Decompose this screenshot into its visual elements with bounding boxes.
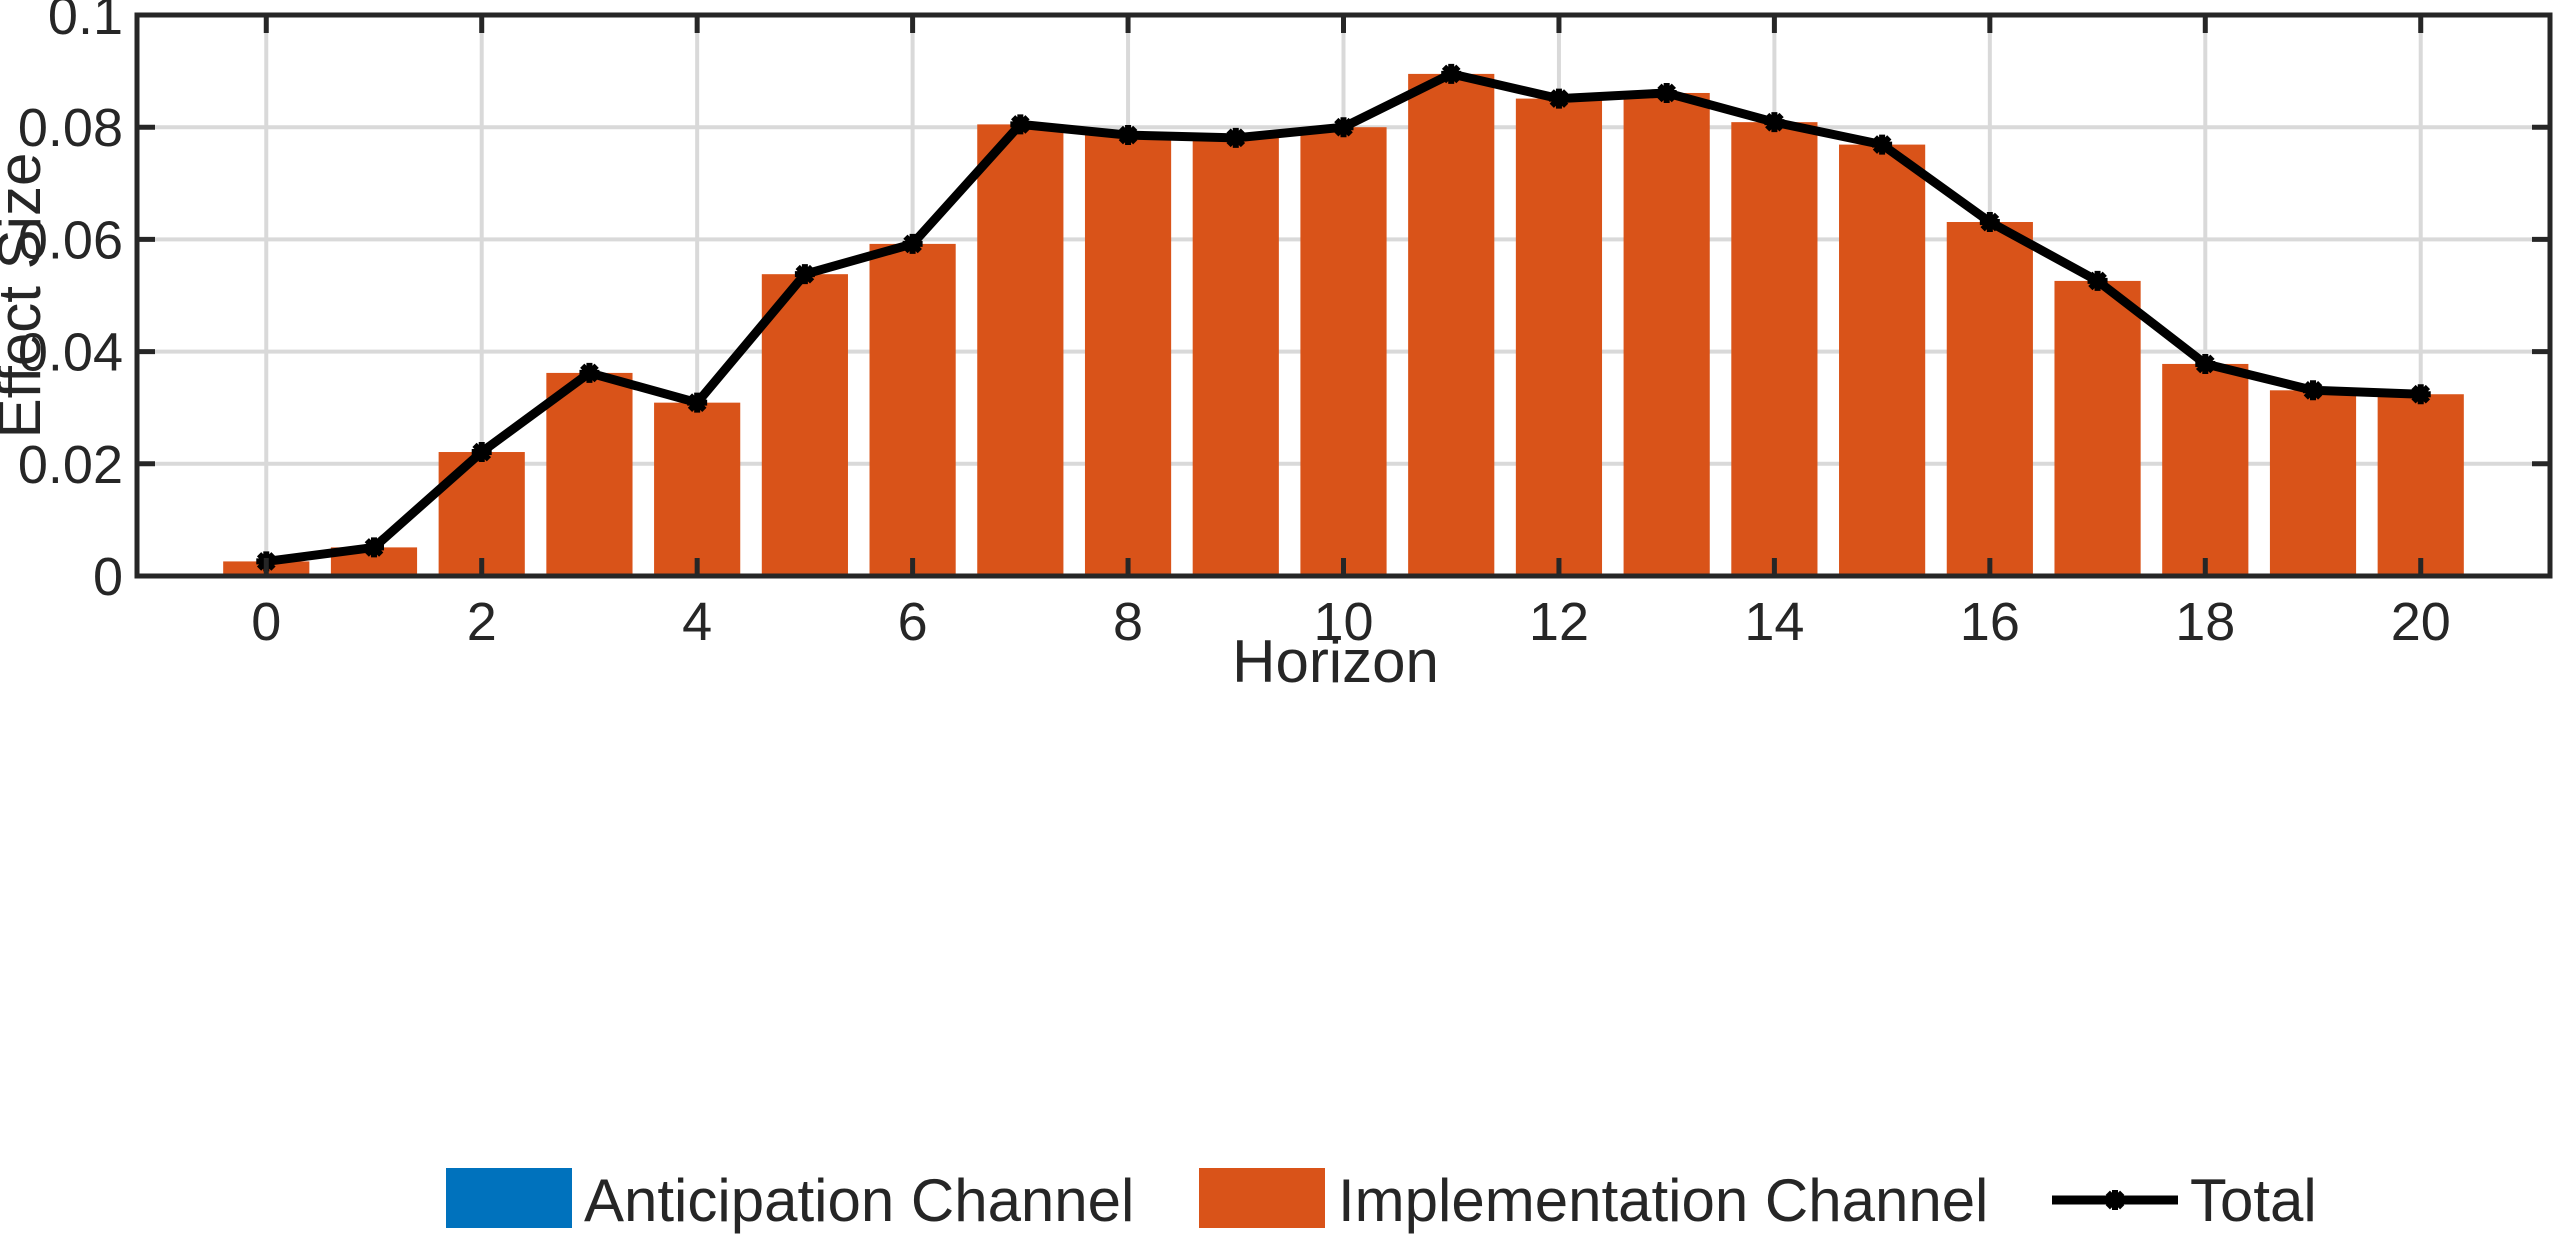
total-marker [2410,384,2431,405]
total-marker [2303,380,2324,401]
legend-label-implementation: Implementation Channel [1338,1167,1988,1234]
total-marker [363,537,384,558]
y-tick-label: 0.06 [18,210,123,270]
x-tick-label: 16 [1960,592,2020,652]
axis-ticks: 0 2 4 6 8 10 12 14 16 18 20 0 0.02 0.04 0.06 0.08 0.1 [18,0,2550,652]
bar-implementation-channel [1839,144,1926,576]
y-tick-label: 0.04 [18,323,123,383]
total-marker [579,362,600,383]
x-tick-label: 20 [2391,592,2451,652]
x-tick-label: 14 [1744,592,1804,652]
legend-swatch-anticipation [446,1168,572,1228]
bar-implementation-channel [438,452,525,576]
x-tick-label: 0 [251,592,281,652]
x-tick-label: 4 [682,592,712,652]
total-marker [1764,112,1785,133]
total-marker [471,442,492,463]
legend-label-total: Total [2190,1167,2317,1234]
total-marker [1225,127,1246,148]
bar-implementation-channel [654,402,741,576]
x-tick-label: 6 [898,592,928,652]
bar-implementation-channel [1515,98,1603,577]
legend: Anticipation Channel Implementation Chan… [446,1167,2317,1234]
total-marker [1010,114,1031,135]
x-tick-label: 2 [467,592,497,652]
bar-implementation-channel [869,243,956,576]
y-tick-label: 0.02 [18,435,123,495]
legend-label-anticipation: Anticipation Channel [584,1167,1134,1234]
bar-implementation-channel [1408,73,1495,576]
bar-implementation-channel [2054,280,2141,576]
bar-implementation-channel [2269,390,2357,576]
total-marker [1979,212,2000,233]
bar-implementation-channel [2377,394,2464,576]
total-marker [1548,88,1569,109]
total-marker [2195,353,2216,374]
bar-implementation-channel [1192,137,1279,576]
x-tick-label: 12 [1529,592,1589,652]
y-tick-label: 0 [93,547,123,607]
total-marker [1333,117,1354,138]
legend-marker-total [2105,1190,2125,1210]
total-marker [1656,82,1677,103]
y-tick-label: 0.08 [18,98,123,158]
bar-implementation-channel [1731,122,1818,576]
bar-implementation-channel [761,274,848,576]
bar-implementation-channel [2162,363,2249,576]
total-marker [794,264,815,285]
total-marker [1441,63,1462,84]
bar-implementation-channel [1300,127,1387,576]
total-marker [687,392,708,413]
bar-implementation-channel [1623,92,1710,576]
bar-implementation-channel [1084,135,1172,576]
x-tick-label: 18 [2175,592,2235,652]
y-axis-label: Effect Size [0,153,53,439]
y-tick-label: 0.1 [48,0,123,46]
total-marker [1872,134,1893,155]
bars [223,73,2464,577]
x-tick-label: 10 [1313,592,1373,652]
x-tick-label: 8 [1113,592,1143,652]
total-marker [1118,125,1139,146]
legend-swatch-implementation [1199,1168,1325,1228]
x-axis-label: Horizon [1232,628,1439,695]
bar-implementation-channel [546,372,633,576]
total-marker [2087,270,2108,291]
total-marker [902,233,923,254]
bar-implementation-channel [977,124,1064,577]
bar-implementation-channel [1946,222,2033,576]
